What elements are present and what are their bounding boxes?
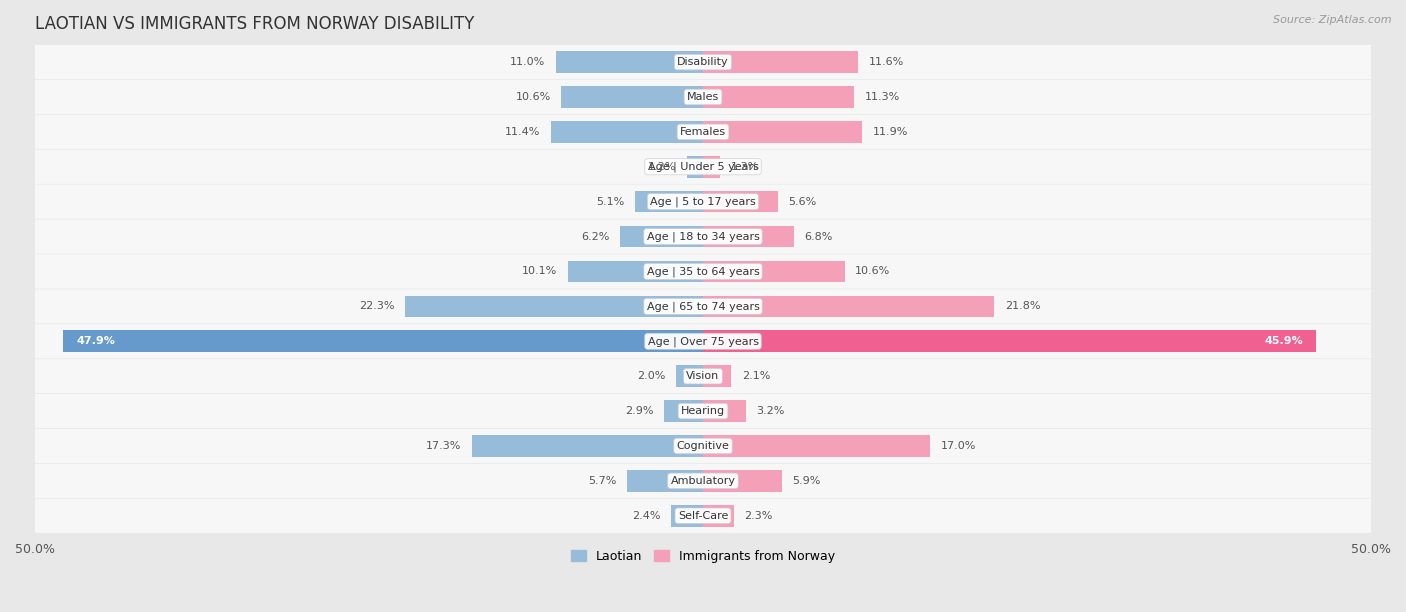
Text: 1.2%: 1.2% xyxy=(648,162,676,172)
Text: 45.9%: 45.9% xyxy=(1264,336,1303,346)
Text: 47.9%: 47.9% xyxy=(76,336,115,346)
Bar xyxy=(676,365,703,387)
Bar xyxy=(703,226,794,247)
FancyBboxPatch shape xyxy=(35,220,1371,253)
Bar xyxy=(703,505,734,526)
Text: Source: ZipAtlas.com: Source: ZipAtlas.com xyxy=(1274,15,1392,25)
Text: 3.2%: 3.2% xyxy=(756,406,785,416)
Bar xyxy=(664,400,703,422)
Text: 11.9%: 11.9% xyxy=(873,127,908,137)
Bar xyxy=(703,191,778,212)
Bar xyxy=(551,121,703,143)
Bar xyxy=(703,86,853,108)
FancyBboxPatch shape xyxy=(35,394,1371,428)
Text: Age | Over 75 years: Age | Over 75 years xyxy=(648,336,758,346)
Text: Self-Care: Self-Care xyxy=(678,511,728,521)
Bar xyxy=(703,296,994,317)
Text: Cognitive: Cognitive xyxy=(676,441,730,451)
Bar xyxy=(627,470,703,491)
Text: 10.6%: 10.6% xyxy=(516,92,551,102)
Bar xyxy=(568,261,703,282)
Bar xyxy=(703,400,745,422)
FancyBboxPatch shape xyxy=(35,185,1371,218)
Bar xyxy=(703,51,858,73)
Text: 10.6%: 10.6% xyxy=(855,266,890,277)
FancyBboxPatch shape xyxy=(35,45,1371,79)
Text: 1.3%: 1.3% xyxy=(731,162,759,172)
Text: 22.3%: 22.3% xyxy=(359,301,395,312)
FancyBboxPatch shape xyxy=(35,115,1371,149)
Bar xyxy=(405,296,703,317)
Bar xyxy=(703,121,862,143)
Text: Ambulatory: Ambulatory xyxy=(671,476,735,486)
FancyBboxPatch shape xyxy=(35,80,1371,114)
Text: 5.9%: 5.9% xyxy=(793,476,821,486)
FancyBboxPatch shape xyxy=(35,324,1371,359)
Text: 11.3%: 11.3% xyxy=(865,92,900,102)
Text: 11.6%: 11.6% xyxy=(869,57,904,67)
Bar xyxy=(703,470,782,491)
Bar xyxy=(561,86,703,108)
Text: Vision: Vision xyxy=(686,371,720,381)
Text: Males: Males xyxy=(688,92,718,102)
Text: 2.0%: 2.0% xyxy=(637,371,665,381)
Text: Age | 5 to 17 years: Age | 5 to 17 years xyxy=(650,196,756,207)
Text: 11.4%: 11.4% xyxy=(505,127,540,137)
Text: Age | Under 5 years: Age | Under 5 years xyxy=(648,162,758,172)
FancyBboxPatch shape xyxy=(35,499,1371,533)
FancyBboxPatch shape xyxy=(35,429,1371,463)
Bar xyxy=(555,51,703,73)
Bar xyxy=(703,435,931,457)
Text: 6.8%: 6.8% xyxy=(804,231,832,242)
Text: 2.9%: 2.9% xyxy=(626,406,654,416)
Text: Disability: Disability xyxy=(678,57,728,67)
Text: 5.7%: 5.7% xyxy=(588,476,616,486)
Bar xyxy=(703,365,731,387)
Text: 17.3%: 17.3% xyxy=(426,441,461,451)
Bar xyxy=(688,156,703,177)
Bar xyxy=(703,156,720,177)
Bar xyxy=(671,505,703,526)
Text: Females: Females xyxy=(681,127,725,137)
Bar xyxy=(620,226,703,247)
Bar xyxy=(63,330,703,352)
Bar xyxy=(636,191,703,212)
FancyBboxPatch shape xyxy=(35,359,1371,394)
Bar xyxy=(703,330,1316,352)
Text: 21.8%: 21.8% xyxy=(1005,301,1040,312)
Bar xyxy=(472,435,703,457)
FancyBboxPatch shape xyxy=(35,150,1371,184)
Bar xyxy=(703,261,845,282)
Text: 17.0%: 17.0% xyxy=(941,441,976,451)
Text: 10.1%: 10.1% xyxy=(522,266,557,277)
Text: LAOTIAN VS IMMIGRANTS FROM NORWAY DISABILITY: LAOTIAN VS IMMIGRANTS FROM NORWAY DISABI… xyxy=(35,15,474,33)
Text: 2.4%: 2.4% xyxy=(631,511,661,521)
Text: 2.1%: 2.1% xyxy=(742,371,770,381)
Text: 11.0%: 11.0% xyxy=(510,57,546,67)
Legend: Laotian, Immigrants from Norway: Laotian, Immigrants from Norway xyxy=(565,545,841,568)
Text: 5.1%: 5.1% xyxy=(596,196,624,207)
FancyBboxPatch shape xyxy=(35,255,1371,289)
Text: Hearing: Hearing xyxy=(681,406,725,416)
Text: Age | 65 to 74 years: Age | 65 to 74 years xyxy=(647,301,759,312)
FancyBboxPatch shape xyxy=(35,464,1371,498)
Text: 2.3%: 2.3% xyxy=(744,511,773,521)
Text: Age | 18 to 34 years: Age | 18 to 34 years xyxy=(647,231,759,242)
Text: 5.6%: 5.6% xyxy=(789,196,817,207)
FancyBboxPatch shape xyxy=(35,289,1371,324)
Text: 6.2%: 6.2% xyxy=(581,231,609,242)
Text: Age | 35 to 64 years: Age | 35 to 64 years xyxy=(647,266,759,277)
